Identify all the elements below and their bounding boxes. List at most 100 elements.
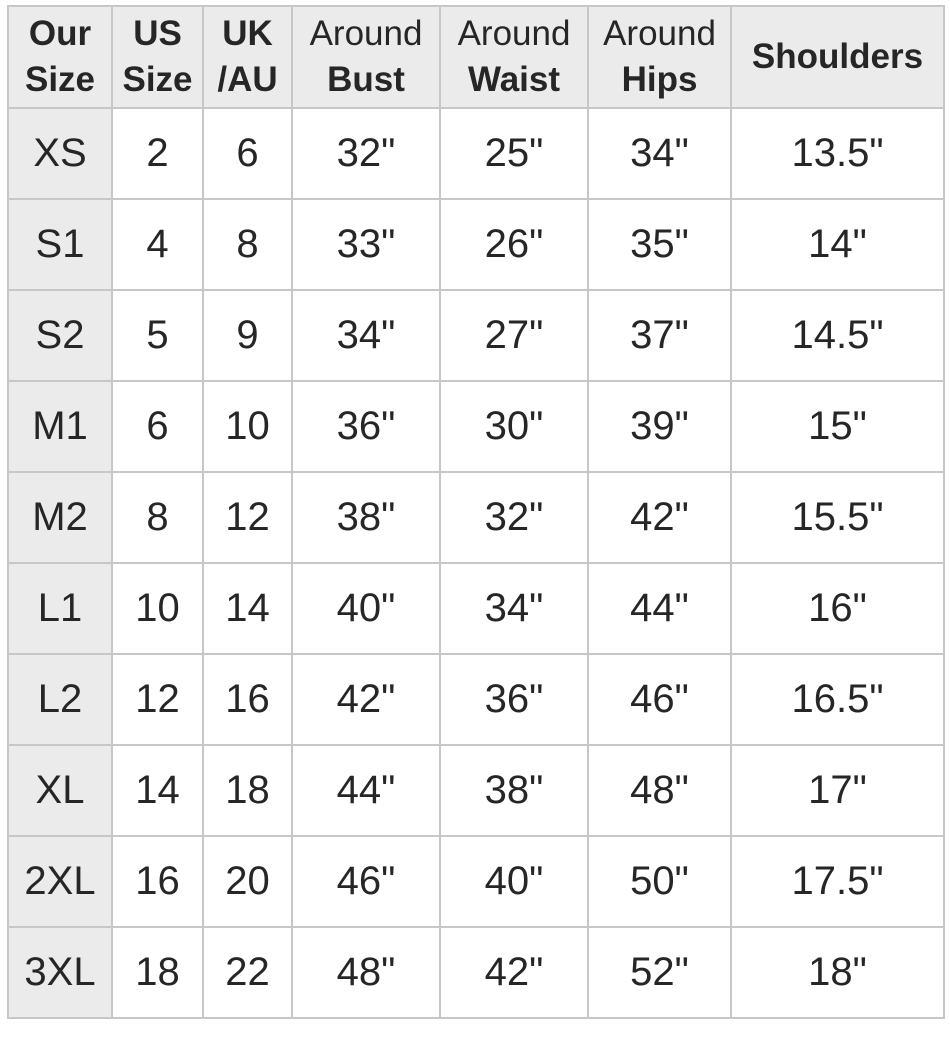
measurement-cell: 2 xyxy=(111,107,204,200)
measurement-cell: 17.5" xyxy=(730,835,945,928)
measurement-cell: 6 xyxy=(111,380,204,473)
measurement-cell: 12 xyxy=(202,471,293,564)
measurement-cell: 8 xyxy=(202,198,293,291)
size-label: XS xyxy=(7,107,113,200)
measurement-cell: 18 xyxy=(111,926,204,1019)
measurement-cell: 13.5" xyxy=(730,107,945,200)
measurement-cell: 42" xyxy=(439,926,589,1019)
size-chart-table: Our Size US Size UK/AU Around Bust Around Waist A… xyxy=(7,5,945,1019)
measurement-cell: 14 xyxy=(111,744,204,837)
measurement-cell: 16.5" xyxy=(730,653,945,746)
header-row: Our Size US Size UK/AU Around Bust Around Waist A… xyxy=(7,5,945,109)
table-row-xs: XS 2 6 32" 25" 34" 13.5" xyxy=(7,107,945,200)
table-row-3xl: 3XL 18 22 48" 42" 52" 18" xyxy=(7,926,945,1019)
table-row-xl: XL 14 18 44" 38" 48" 17" xyxy=(7,744,945,837)
table-row-l1: L1 10 14 40" 34" 44" 16" xyxy=(7,562,945,655)
column-header-line1: Around xyxy=(603,13,716,53)
measurement-cell: 34" xyxy=(439,562,589,655)
measurement-cell: 50" xyxy=(587,835,732,928)
measurement-cell: 37" xyxy=(587,289,732,382)
measurement-cell: 38" xyxy=(291,471,441,564)
measurement-cell: 22 xyxy=(202,926,293,1019)
measurement-cell: 15.5" xyxy=(730,471,945,564)
measurement-cell: 32" xyxy=(291,107,441,200)
measurement-cell: 40" xyxy=(291,562,441,655)
size-label: L1 xyxy=(7,562,113,655)
measurement-cell: 10 xyxy=(111,562,204,655)
column-header-line1: Around xyxy=(457,13,571,53)
measurement-cell: 30" xyxy=(439,380,589,473)
size-label: S1 xyxy=(7,198,113,291)
measurement-cell: 12 xyxy=(111,653,204,746)
measurement-cell: 48" xyxy=(587,744,732,837)
measurement-cell: 42" xyxy=(587,471,732,564)
column-header-5: Around Hips xyxy=(587,5,732,109)
measurement-cell: 38" xyxy=(439,744,589,837)
measurement-cell: 26" xyxy=(439,198,589,291)
measurement-cell: 42" xyxy=(291,653,441,746)
table-row-2xl: 2XL 16 20 46" 40" 50" 17.5" xyxy=(7,835,945,928)
column-header-line2: Hips xyxy=(621,60,698,99)
table-body: XS 2 6 32" 25" 34" 13.5" S1 4 8 33" 26" 35" 14" S2 5 9 34… xyxy=(7,107,945,1019)
size-label: M1 xyxy=(7,380,113,473)
measurement-cell: 16 xyxy=(111,835,204,928)
measurement-cell: 15" xyxy=(730,380,945,473)
column-header-6: Shoulders xyxy=(730,5,945,109)
measurement-cell: 16 xyxy=(202,653,293,746)
column-header-line1: Our xyxy=(28,13,92,53)
column-header-0: Our Size xyxy=(7,5,113,109)
table-row-m2: M2 8 12 38" 32" 42" 15.5" xyxy=(7,471,945,564)
measurement-cell: 36" xyxy=(439,653,589,746)
size-label: 2XL xyxy=(7,835,113,928)
measurement-cell: 18" xyxy=(730,926,945,1019)
measurement-cell: 6 xyxy=(202,107,293,200)
measurement-cell: 14.5" xyxy=(730,289,945,382)
size-label: S2 xyxy=(7,289,113,382)
column-header-line2: /AU xyxy=(217,60,278,99)
measurement-cell: 25" xyxy=(439,107,589,200)
measurement-cell: 18 xyxy=(202,744,293,837)
column-header-line1: UK xyxy=(222,13,273,53)
measurement-cell: 20 xyxy=(202,835,293,928)
measurement-cell: 46" xyxy=(587,653,732,746)
measurement-cell: 16" xyxy=(730,562,945,655)
measurement-cell: 39" xyxy=(587,380,732,473)
measurement-cell: 9 xyxy=(202,289,293,382)
measurement-cell: 8 xyxy=(111,471,204,564)
size-label: XL xyxy=(7,744,113,837)
measurement-cell: 17" xyxy=(730,744,945,837)
size-label: M2 xyxy=(7,471,113,564)
column-header-line2: Bust xyxy=(327,60,405,99)
measurement-cell: 14 xyxy=(202,562,293,655)
measurement-cell: 46" xyxy=(291,835,441,928)
table-row-l2: L2 12 16 42" 36" 46" 16.5" xyxy=(7,653,945,746)
measurement-cell: 48" xyxy=(291,926,441,1019)
measurement-cell: 4 xyxy=(111,198,204,291)
size-label: 3XL xyxy=(7,926,113,1019)
column-header-line2: Waist xyxy=(467,60,561,99)
measurement-cell: 34" xyxy=(587,107,732,200)
column-header-2: UK/AU xyxy=(202,5,293,109)
measurement-cell: 10 xyxy=(202,380,293,473)
column-header-4: Around Waist xyxy=(439,5,589,109)
table-row-s2: S2 5 9 34" 27" 37" 14.5" xyxy=(7,289,945,382)
measurement-cell: 52" xyxy=(587,926,732,1019)
size-label: L2 xyxy=(7,653,113,746)
column-header-line2: Size xyxy=(122,60,193,99)
measurement-cell: 34" xyxy=(291,289,441,382)
column-header-1: US Size xyxy=(111,5,204,109)
measurement-cell: 36" xyxy=(291,380,441,473)
measurement-cell: 44" xyxy=(587,562,732,655)
measurement-cell: 40" xyxy=(439,835,589,928)
column-header-line2: Size xyxy=(24,60,96,99)
table-row-m1: M1 6 10 36" 30" 39" 15" xyxy=(7,380,945,473)
measurement-cell: 5 xyxy=(111,289,204,382)
measurement-cell: 33" xyxy=(291,198,441,291)
measurement-cell: 27" xyxy=(439,289,589,382)
measurement-cell: 32" xyxy=(439,471,589,564)
measurement-cell: 35" xyxy=(587,198,732,291)
table-row-s1: S1 4 8 33" 26" 35" 14" xyxy=(7,198,945,291)
column-header-3: Around Bust xyxy=(291,5,441,109)
column-header-line1: Around xyxy=(309,13,423,53)
measurement-cell: 44" xyxy=(291,744,441,837)
